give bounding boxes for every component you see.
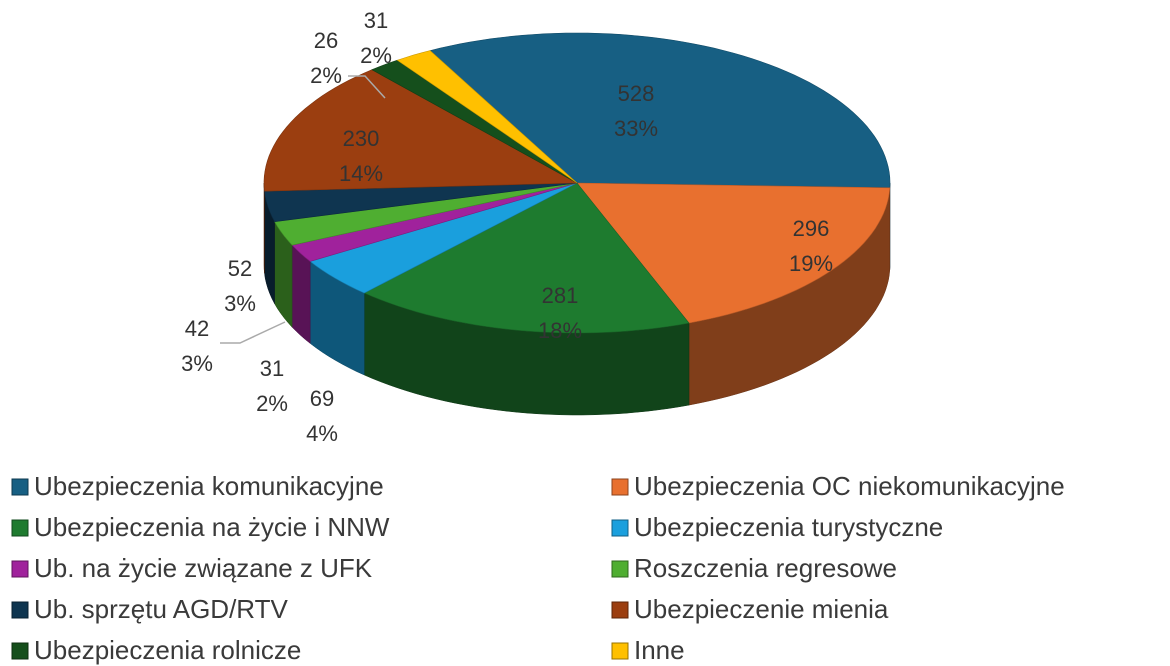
legend-swatch — [11, 519, 29, 537]
legend-swatch — [611, 642, 629, 660]
data-label: 42 — [185, 316, 209, 341]
legend-label: Inne — [634, 635, 685, 665]
legend-swatch — [11, 642, 29, 660]
legend-swatch — [611, 478, 629, 496]
legend-label: Ub. sprzętu AGD/RTV — [34, 594, 288, 624]
slice — [363, 182, 690, 334]
legend-label: Ubezpieczenia rolnicze — [34, 635, 301, 665]
slice-side — [291, 244, 311, 344]
legend-swatch — [11, 478, 29, 496]
data-label: 52 — [228, 256, 252, 281]
legend-label: Ubezpieczenia na życie i NNW — [34, 512, 390, 542]
legend-label: Ubezpieczenia OC niekomunikacyjne — [634, 471, 1065, 501]
data-label: 69 — [310, 386, 334, 411]
data-label: 31 — [364, 8, 388, 33]
percentage-label: 2% — [360, 43, 392, 68]
legend-label: Roszczenia regresowe — [634, 553, 897, 583]
legend-swatch — [611, 601, 629, 619]
slice — [263, 69, 579, 192]
data-label: 26 — [314, 28, 338, 53]
legend-swatch — [611, 560, 629, 578]
percentage-label: 2% — [310, 63, 342, 88]
leader-line — [220, 321, 286, 344]
legend-label: Ubezpieczenia turystyczne — [634, 512, 943, 542]
percentage-label: 19% — [789, 251, 833, 276]
percentage-label: 4% — [306, 421, 338, 446]
slice — [274, 182, 578, 246]
data-label: 528 — [618, 81, 655, 106]
slice — [396, 50, 578, 184]
percentage-label: 18% — [538, 318, 582, 343]
slice-side — [263, 182, 265, 274]
percentage-label: 3% — [224, 291, 256, 316]
data-label: 31 — [260, 356, 284, 381]
slice — [429, 32, 891, 189]
percentage-label: 14% — [339, 161, 383, 186]
percentage-label: 2% — [256, 391, 288, 416]
percentage-label: 33% — [614, 116, 658, 141]
leader-line — [348, 75, 386, 99]
legend-swatch — [611, 519, 629, 537]
data-label: 230 — [343, 126, 380, 151]
slice — [264, 182, 578, 223]
legend-label: Ub. na życie związane z UFK — [34, 553, 373, 583]
legend-swatch — [11, 560, 29, 578]
slice — [309, 182, 578, 294]
legend-label: Ubezpieczenia komunikacyjne — [34, 471, 384, 501]
data-label: 296 — [793, 216, 830, 241]
percentage-label: 3% — [181, 351, 213, 376]
legend-label: Ubezpieczenie mienia — [634, 594, 889, 624]
data-label: 281 — [542, 283, 579, 308]
legend-swatch — [11, 601, 29, 619]
slice — [576, 182, 891, 324]
